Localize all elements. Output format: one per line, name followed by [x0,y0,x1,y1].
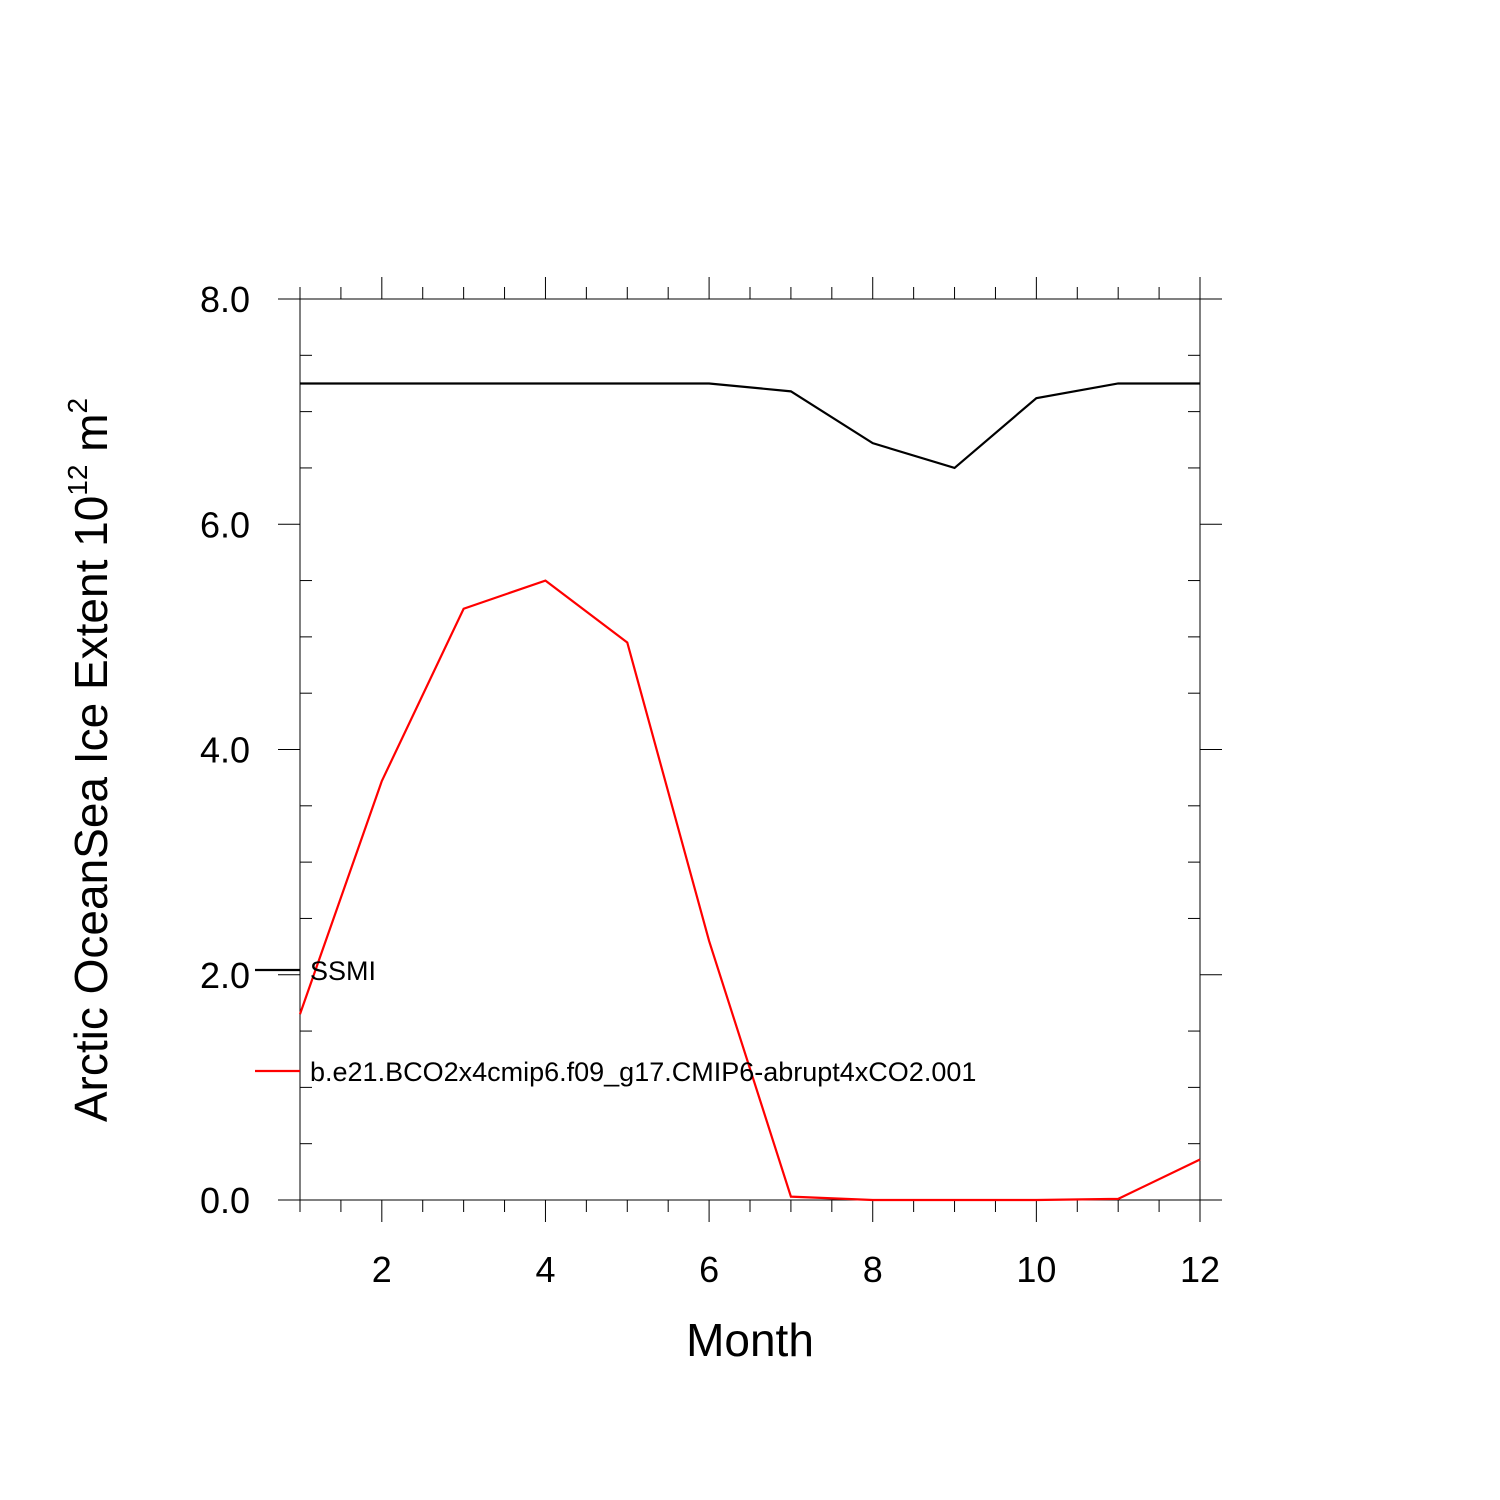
y-tick-label: 2.0 [200,955,250,996]
y-axis-label-text: Arctic OceanSea Ice Extent 10 [65,495,117,1123]
x-tick-label: 10 [1016,1249,1056,1290]
y-tick-label: 4.0 [200,730,250,771]
y-tick-label: 8.0 [200,279,250,320]
series-line-2 [298,579,1201,1202]
y-axis-label-unit-exponent: 2 [62,397,93,414]
legend: SSMI b.e21.BCO2x4cmip6.f09_g17.CMIP6-abru… [255,956,976,1087]
legend-label-2: b.e21.BCO2x4cmip6.f09_g17.CMIP6-abrupt4x… [310,1057,976,1087]
series-lines [298,382,1201,1202]
y-axis-label-unit: m [65,413,117,465]
x-axis-label: Month [686,1314,814,1366]
y-tick-label: 6.0 [200,504,250,545]
y-axis-label-exponent: 12 [62,464,93,496]
x-tick-label: 8 [863,1249,883,1290]
x-tick-label: 6 [699,1249,719,1290]
x-tick-label: 4 [535,1249,555,1290]
x-tick-label: 2 [372,1249,392,1290]
y-tick-label: 0.0 [200,1180,250,1221]
tick-labels: 0.0 2.0 4.0 6.0 8.0 2 4 6 8 10 12 [200,279,1220,1290]
x-tick-label: 12 [1180,1249,1220,1290]
series-line-1 [300,382,1200,470]
axis-ticks [278,277,1222,1222]
legend-label-1: SSMI [310,956,376,986]
